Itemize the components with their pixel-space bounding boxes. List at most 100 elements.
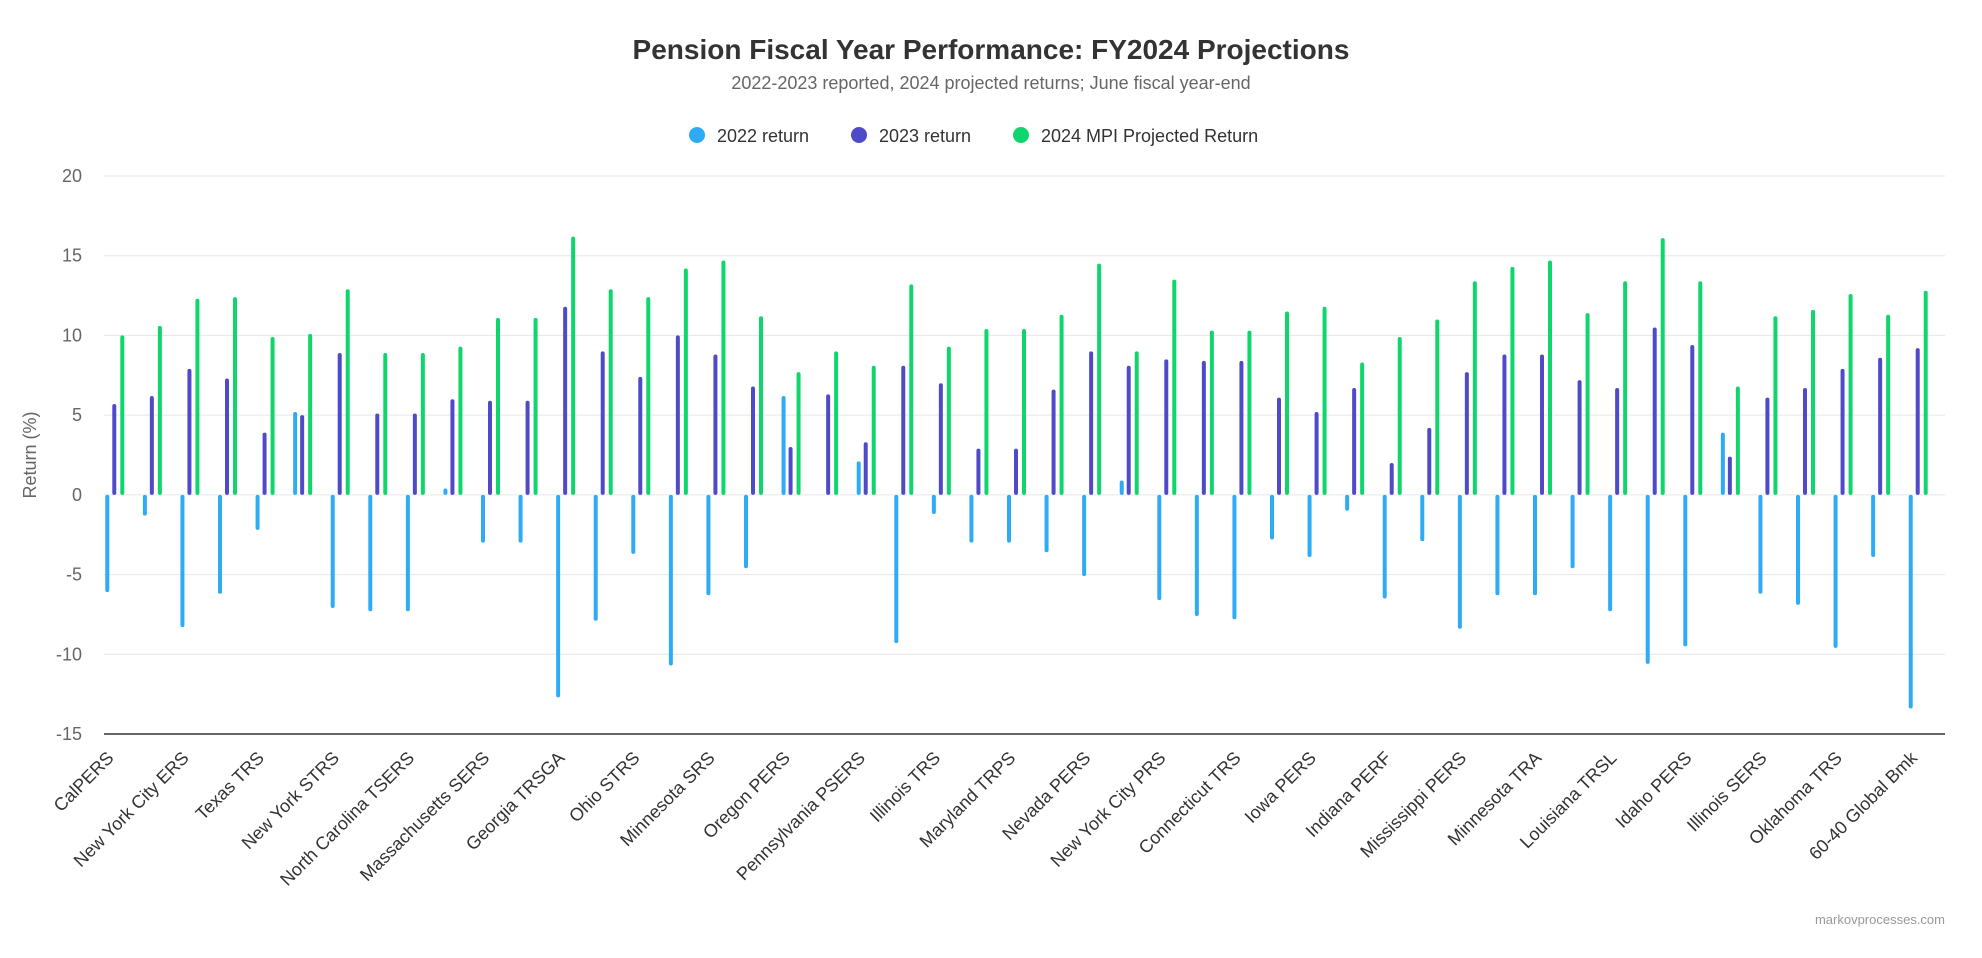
bar[interactable] <box>1194 494 1199 617</box>
bar[interactable] <box>1773 316 1778 495</box>
bar[interactable] <box>1134 351 1139 495</box>
bar[interactable] <box>1464 372 1469 495</box>
bar[interactable] <box>1389 462 1394 495</box>
bar[interactable] <box>796 372 801 495</box>
bar[interactable] <box>218 494 222 594</box>
bar[interactable] <box>788 447 793 495</box>
bar[interactable] <box>571 236 576 495</box>
bar[interactable] <box>638 376 643 495</box>
bar[interactable] <box>1623 281 1628 495</box>
bar[interactable] <box>1548 260 1552 495</box>
bar[interactable] <box>149 396 154 495</box>
bar[interactable] <box>308 333 313 495</box>
bar[interactable] <box>1360 362 1365 495</box>
bar[interactable] <box>563 306 568 495</box>
bar[interactable] <box>984 329 989 495</box>
bar[interactable] <box>1886 314 1891 495</box>
bar[interactable] <box>894 494 899 644</box>
bar[interactable] <box>668 494 673 666</box>
bar[interactable] <box>1322 306 1327 495</box>
bar[interactable] <box>781 396 786 495</box>
bar[interactable] <box>1615 388 1620 495</box>
bar[interactable] <box>556 494 561 698</box>
bar[interactable] <box>187 368 192 495</box>
bar[interactable] <box>157 325 162 495</box>
bar[interactable] <box>180 494 185 628</box>
bar[interactable] <box>233 297 237 495</box>
bar[interactable] <box>1796 494 1800 605</box>
bar[interactable] <box>1758 494 1763 594</box>
bar[interactable] <box>1427 427 1432 495</box>
bar[interactable] <box>1683 494 1688 647</box>
bar[interactable] <box>969 494 974 543</box>
bar[interactable] <box>488 400 492 495</box>
bar[interactable] <box>195 298 200 495</box>
bar[interactable] <box>1803 388 1807 495</box>
bar[interactable] <box>270 337 275 495</box>
bar[interactable] <box>1457 494 1462 629</box>
bar[interactable] <box>1157 494 1162 601</box>
bar[interactable] <box>1765 397 1770 495</box>
bar[interactable] <box>1871 494 1876 558</box>
bar[interactable] <box>105 494 110 593</box>
bar[interactable] <box>751 386 755 495</box>
bar[interactable] <box>721 260 726 495</box>
bar[interactable] <box>1811 309 1815 495</box>
bar[interactable] <box>1119 480 1124 495</box>
bar[interactable] <box>368 494 373 612</box>
bar[interactable] <box>1097 263 1102 495</box>
bar[interactable] <box>631 494 636 554</box>
bar[interactable] <box>1720 432 1725 495</box>
legend-item[interactable]: 2023 return <box>851 126 971 146</box>
bar[interactable] <box>112 403 117 495</box>
bar[interactable] <box>1660 238 1665 495</box>
bar[interactable] <box>533 317 538 495</box>
bar[interactable] <box>1533 494 1537 596</box>
bar[interactable] <box>293 411 298 495</box>
bar[interactable] <box>909 284 914 495</box>
bar[interactable] <box>1059 314 1064 495</box>
legend-item[interactable]: 2024 MPI Projected Return <box>1013 126 1258 146</box>
bar[interactable] <box>120 335 125 495</box>
bar[interactable] <box>1397 337 1402 495</box>
bar[interactable] <box>1502 354 1507 495</box>
bar[interactable] <box>856 461 861 495</box>
bar[interactable] <box>1082 494 1087 577</box>
bar[interactable] <box>1232 494 1237 620</box>
bar[interactable] <box>225 378 229 495</box>
bar[interactable] <box>375 413 380 495</box>
bar[interactable] <box>481 494 485 543</box>
legend-item[interactable]: 2022 return <box>689 126 809 146</box>
bar[interactable] <box>1608 494 1613 612</box>
bar[interactable] <box>1345 494 1350 511</box>
bar[interactable] <box>646 297 651 495</box>
bar[interactable] <box>1652 327 1657 495</box>
bar[interactable] <box>443 488 448 495</box>
bar[interactable] <box>405 494 410 612</box>
bar[interactable] <box>1840 368 1845 495</box>
bar[interactable] <box>1382 494 1387 599</box>
bar[interactable] <box>759 316 763 495</box>
bar[interactable] <box>600 351 605 495</box>
bar[interactable] <box>1314 411 1319 495</box>
bar[interactable] <box>525 400 530 495</box>
bar[interactable] <box>1277 397 1281 495</box>
bar[interactable] <box>593 494 598 621</box>
bar[interactable] <box>1690 344 1695 495</box>
bar[interactable] <box>1698 281 1703 495</box>
bar[interactable] <box>976 448 981 495</box>
bar[interactable] <box>901 365 906 495</box>
bar[interactable] <box>744 494 748 569</box>
bar[interactable] <box>863 442 868 495</box>
bar[interactable] <box>938 383 943 495</box>
bar[interactable] <box>608 289 613 495</box>
bar[interactable] <box>713 354 718 495</box>
bar[interactable] <box>826 394 831 495</box>
bar[interactable] <box>1848 293 1853 495</box>
bar[interactable] <box>1007 494 1011 543</box>
bar[interactable] <box>1209 330 1214 495</box>
bar[interactable] <box>1201 360 1206 495</box>
bar[interactable] <box>1645 494 1650 664</box>
bar[interactable] <box>1307 494 1312 558</box>
bar[interactable] <box>1472 281 1477 495</box>
